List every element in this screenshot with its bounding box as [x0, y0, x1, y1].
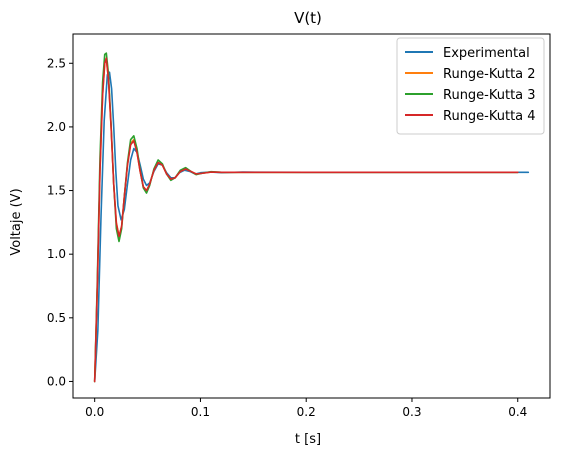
legend: Experimental Runge-Kutta 2 Runge-Kutta 3 Ru…: [396, 37, 545, 135]
legend-box: [396, 37, 545, 135]
y-axis-label: Voltaje (V): [9, 188, 24, 255]
y-tick-label: 2.0: [47, 120, 66, 134]
plot-area: [72, 33, 551, 399]
y-tick-label: 1.0: [47, 247, 66, 261]
y-tick-label: 1.5: [47, 184, 66, 198]
series-line-4: [93, 57, 519, 383]
legend-label: Runge-Kutta 3: [443, 88, 536, 103]
x-axis: 0.0 0.1 0.2 0.3 0.4: [85, 398, 527, 419]
x-tick-label: 0.4: [508, 405, 527, 419]
y-tick-label: 0.5: [47, 311, 66, 325]
y-tick-label: 2.5: [47, 56, 66, 70]
series-layer: [93, 52, 530, 383]
y-axis: 0.0 0.5 1.0 1.5 2.0 2.5: [47, 56, 73, 388]
x-axis-label: t [s]: [295, 432, 321, 447]
y-tick-label: 0.0: [47, 374, 66, 388]
legend-label: Runge-Kutta 4: [443, 109, 536, 124]
x-tick-label: 0.0: [85, 405, 104, 419]
x-tick-label: 0.2: [297, 405, 316, 419]
x-tick-label: 0.1: [191, 405, 210, 419]
chart-title: V(t): [294, 9, 322, 27]
plot-frame: [72, 33, 551, 399]
x-tick-label: 0.3: [402, 405, 421, 419]
legend-label: Runge-Kutta 2: [443, 67, 536, 82]
legend-label: Experimental: [443, 46, 530, 61]
